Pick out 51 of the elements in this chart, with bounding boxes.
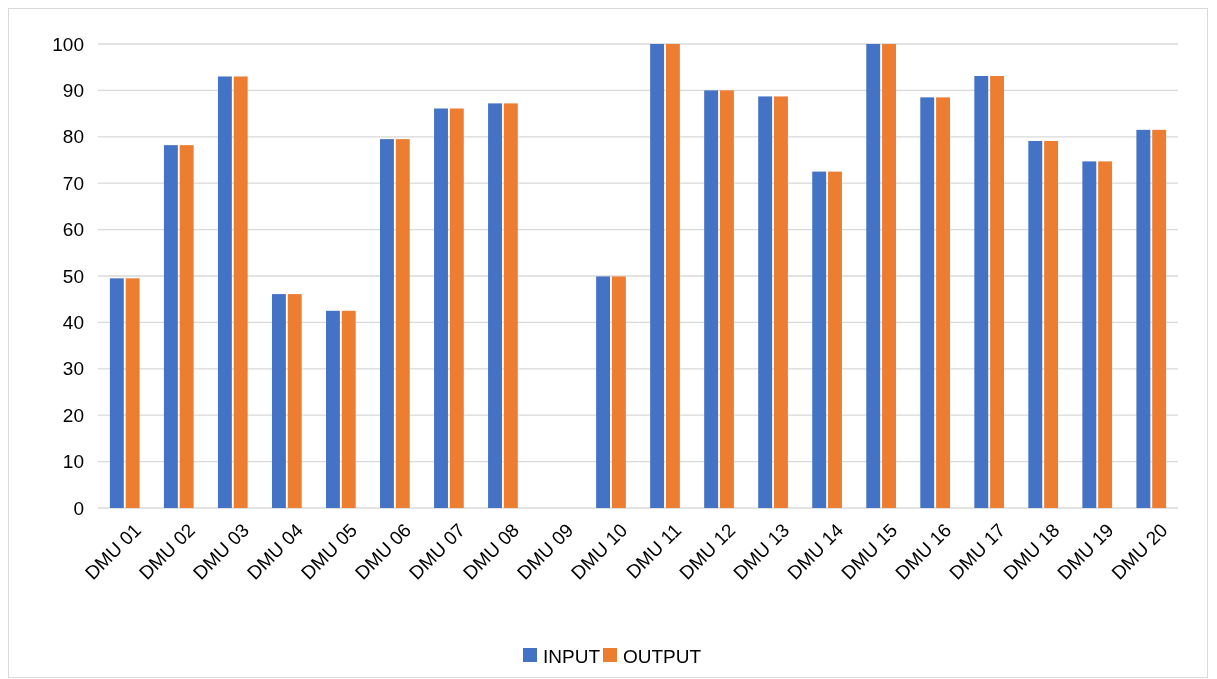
bar: [596, 276, 611, 508]
bar: [611, 276, 626, 508]
y-tick-label: 10: [62, 451, 84, 473]
y-tick-label: 70: [62, 172, 84, 194]
bar: [179, 145, 194, 508]
y-tick-label: 30: [62, 358, 84, 380]
bar: [503, 103, 518, 508]
y-tick-label: 100: [52, 33, 84, 55]
bar: [395, 139, 410, 508]
y-tick-label: 40: [62, 312, 84, 334]
bar: [449, 108, 464, 508]
bar: [271, 294, 286, 508]
bar: [380, 139, 394, 508]
bar: [109, 278, 124, 508]
bar: [341, 310, 356, 508]
legend-label: INPUT: [543, 645, 601, 667]
bar: [866, 44, 881, 508]
bar: [812, 171, 827, 508]
bar: [936, 97, 951, 508]
bar: [990, 76, 1005, 508]
bar: [434, 108, 448, 508]
bar: [233, 76, 248, 508]
y-tick-label: 60: [62, 219, 84, 241]
bar: [287, 294, 302, 508]
bar: [217, 76, 232, 508]
bar: [1028, 140, 1043, 508]
bar: [650, 44, 665, 508]
y-tick-label: 20: [62, 404, 84, 426]
bar: [1136, 129, 1151, 508]
bar: [882, 44, 896, 508]
bar: [1152, 129, 1167, 508]
bar: [758, 96, 773, 508]
bar: [488, 103, 502, 508]
y-tick-label: 0: [73, 497, 84, 519]
y-tick-label: 50: [62, 265, 84, 287]
y-tick-label: 80: [62, 126, 84, 148]
bar: [125, 278, 140, 508]
bar: [325, 310, 340, 508]
bar: [1098, 161, 1113, 508]
bar: [1044, 140, 1059, 508]
bar: [828, 171, 842, 508]
legend-label: OUTPUT: [623, 645, 702, 667]
bar: [163, 145, 178, 508]
bar: [1082, 161, 1097, 508]
bar: [974, 76, 989, 508]
bar: [774, 96, 788, 508]
bar: [920, 97, 935, 508]
bar: [704, 90, 719, 508]
y-tick-label: 90: [62, 80, 84, 102]
bar: [719, 90, 734, 508]
bar: [665, 44, 680, 508]
